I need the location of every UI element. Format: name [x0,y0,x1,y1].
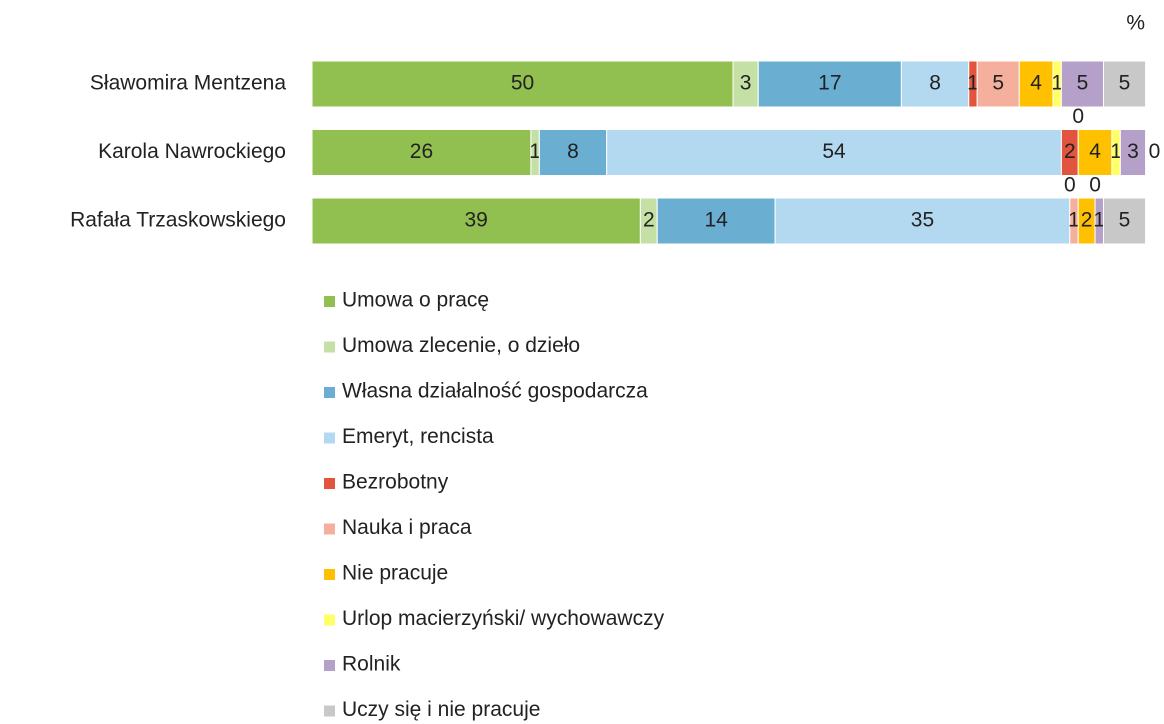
legend-label: Nie pracuje [342,562,448,585]
legend-label: Nauka i praca [342,516,472,539]
data-label: 5 [1119,72,1131,95]
legend-label: Własna działalność gospodarcza [342,380,648,403]
data-label: 35 [911,209,934,232]
legend-label: Emeryt, rencista [342,425,494,448]
bar-segment [732,60,759,108]
legend-swatch [324,432,335,444]
data-label: 0 [1089,174,1101,197]
bar-segment [774,197,1071,245]
data-label: 0 [1064,174,1076,197]
data-label: 3 [1127,140,1139,163]
legend-swatch [324,705,335,717]
legend-swatch [324,569,335,580]
data-label: 8 [929,72,941,95]
bar-segment [311,197,641,245]
unit-label: % [1126,12,1145,35]
data-label: 4 [1030,72,1042,95]
legend-swatch [324,478,335,489]
category-label: Karola Nawrockiego [98,140,286,163]
bar-segment [311,60,734,108]
legend-label: Uczy się i nie pracuje [342,698,540,721]
legend-swatch [324,523,335,535]
legend-swatch [324,614,335,626]
data-label: 0 [1072,105,1084,128]
category-label: Rafała Trzaskowskiego [70,209,286,232]
data-label: 3 [740,72,752,95]
data-label: 54 [822,140,846,163]
data-label: 2 [1064,140,1076,163]
bar-segment [311,129,532,176]
legend-swatch [324,387,335,398]
legend-label: Rolnik [342,653,401,676]
data-label: 14 [704,209,728,232]
data-label: 1 [1051,72,1063,95]
data-label: 1 [967,72,979,95]
data-label: 1 [529,140,541,163]
bar-segment [757,60,902,108]
legend-label: Bezrobotny [342,471,449,494]
data-label: 1 [1093,209,1105,232]
bar-segment [1102,197,1147,245]
legend-label: Umowa zlecenie, o dzieło [342,334,580,357]
bar-segment [1018,60,1054,108]
data-label: 1 [1110,140,1122,163]
data-label: 50 [511,72,534,95]
data-label: 5 [1119,209,1131,232]
legend-label: Urlop macierzyński/ wychowawczy [342,607,665,630]
bar-segment [1102,60,1147,108]
data-label: 8 [567,140,579,163]
legend-swatch [324,296,335,307]
data-label: 2 [643,209,655,232]
data-label: 2 [1081,209,1093,232]
data-label: 17 [818,72,841,95]
bar-segment [606,129,1062,176]
legend-swatch [324,660,335,671]
legend-swatch [324,341,335,353]
data-label: 5 [992,72,1004,95]
category-label: Sławomira Mentzena [90,72,286,95]
data-label: 5 [1077,72,1089,95]
data-label: 4 [1089,140,1101,163]
data-label: 39 [465,209,488,232]
data-label: 0 [1149,140,1161,163]
bar-segment [538,129,608,176]
data-label: 26 [410,140,433,163]
data-label: 1 [1068,209,1080,232]
bar-segment [1119,129,1147,176]
legend-label: Umowa o pracę [342,289,489,312]
bar-segment [656,197,776,245]
